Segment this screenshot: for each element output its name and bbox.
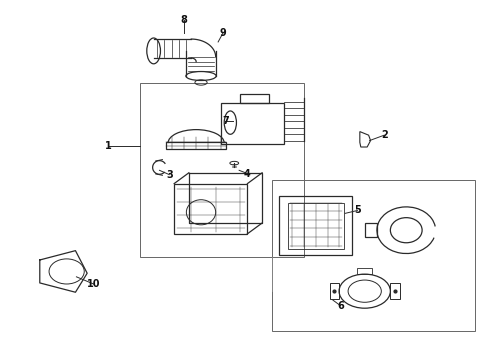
Bar — [272, 180, 475, 330]
Bar — [390, 283, 400, 299]
Text: 10: 10 — [87, 279, 100, 289]
Text: 9: 9 — [220, 28, 226, 38]
Bar — [357, 268, 372, 274]
Text: 2: 2 — [381, 130, 388, 140]
Bar — [166, 142, 226, 149]
Bar — [174, 184, 247, 234]
Text: 3: 3 — [166, 170, 172, 180]
Text: 1: 1 — [105, 141, 112, 151]
Bar — [220, 103, 284, 144]
Bar — [279, 196, 352, 255]
Bar — [330, 283, 339, 299]
Text: 6: 6 — [337, 301, 343, 311]
Text: 5: 5 — [354, 206, 361, 216]
Text: 8: 8 — [180, 15, 187, 26]
Text: 4: 4 — [244, 168, 251, 179]
Bar — [240, 94, 270, 103]
Bar — [288, 203, 344, 249]
Text: 7: 7 — [222, 116, 229, 126]
Bar — [140, 83, 304, 257]
